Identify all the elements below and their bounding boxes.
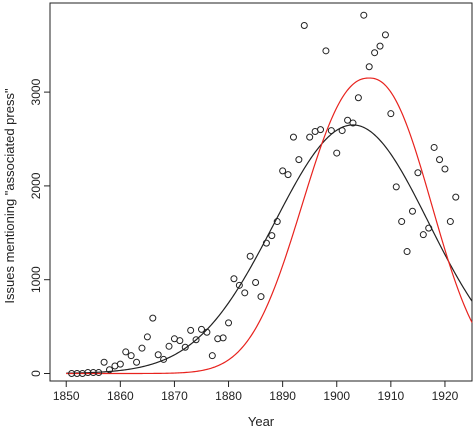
data-point bbox=[284, 171, 292, 179]
data-point bbox=[300, 22, 308, 30]
data-point bbox=[176, 337, 184, 345]
data-point bbox=[219, 334, 227, 342]
data-point bbox=[365, 63, 373, 71]
data-point bbox=[257, 293, 265, 301]
data-point bbox=[84, 369, 92, 377]
data-point bbox=[371, 49, 379, 57]
data-point bbox=[333, 149, 341, 157]
data-point bbox=[73, 369, 81, 377]
data-point bbox=[154, 351, 162, 359]
data-point bbox=[344, 116, 352, 124]
x-tick-label: 1910 bbox=[377, 389, 404, 403]
data-point bbox=[149, 314, 157, 322]
data-point bbox=[241, 289, 249, 297]
data-point bbox=[127, 352, 135, 360]
data-point bbox=[95, 369, 103, 377]
data-point bbox=[425, 224, 433, 232]
data-point bbox=[252, 279, 260, 287]
data-point bbox=[181, 343, 189, 351]
data-point bbox=[246, 252, 254, 260]
data-point bbox=[143, 333, 151, 341]
plot-area bbox=[66, 11, 473, 377]
data-point bbox=[436, 156, 444, 164]
data-point bbox=[419, 231, 427, 239]
y-tick-label: 0 bbox=[29, 370, 43, 377]
x-tick-label: 1880 bbox=[215, 389, 242, 403]
data-point bbox=[430, 143, 438, 151]
data-point bbox=[376, 42, 384, 50]
data-point bbox=[322, 47, 330, 55]
data-point bbox=[360, 11, 368, 19]
data-point bbox=[122, 348, 130, 356]
data-point bbox=[273, 218, 281, 226]
y-axis: 0 1000 2000 3000 bbox=[29, 78, 50, 377]
data-point bbox=[116, 360, 124, 368]
data-point bbox=[68, 369, 76, 377]
data-point bbox=[106, 366, 114, 374]
data-point bbox=[306, 133, 314, 141]
y-tick-label: 2000 bbox=[29, 172, 43, 199]
data-point bbox=[262, 239, 270, 247]
data-point bbox=[381, 31, 389, 39]
data-point bbox=[279, 167, 287, 175]
data-point bbox=[354, 94, 362, 102]
y-tick-label: 3000 bbox=[29, 78, 43, 105]
data-point bbox=[100, 358, 108, 366]
x-tick-label: 1850 bbox=[53, 389, 80, 403]
data-point bbox=[317, 126, 325, 134]
data-point bbox=[446, 218, 454, 226]
x-tick-label: 1900 bbox=[323, 389, 350, 403]
plot-frame bbox=[49, 2, 473, 382]
data-point bbox=[441, 165, 449, 173]
data-point bbox=[327, 127, 335, 135]
data-point bbox=[138, 344, 146, 352]
data-point bbox=[392, 183, 400, 191]
data-point bbox=[338, 127, 346, 135]
data-point bbox=[203, 328, 211, 336]
x-tick-label: 1920 bbox=[432, 389, 459, 403]
fit-curve-black bbox=[66, 124, 473, 374]
y-axis-title: Issues mentioning "associated press" bbox=[2, 88, 17, 304]
data-point bbox=[133, 358, 141, 366]
data-point bbox=[414, 169, 422, 177]
fit-curve-red bbox=[66, 77, 473, 375]
x-tick-label: 1870 bbox=[161, 389, 188, 403]
data-point bbox=[403, 248, 411, 256]
data-point bbox=[230, 275, 238, 283]
data-point bbox=[289, 133, 297, 141]
data-point bbox=[235, 281, 243, 289]
data-point bbox=[165, 342, 173, 350]
x-axis-title: Year bbox=[248, 414, 275, 429]
data-point bbox=[89, 369, 97, 377]
data-points bbox=[68, 11, 460, 377]
data-point bbox=[268, 232, 276, 240]
data-point bbox=[398, 218, 406, 226]
data-point bbox=[192, 336, 200, 344]
data-point bbox=[349, 119, 357, 127]
data-point bbox=[408, 207, 416, 215]
data-point bbox=[295, 156, 303, 164]
data-point bbox=[197, 325, 205, 333]
x-tick-label: 1860 bbox=[107, 389, 134, 403]
data-point bbox=[187, 326, 195, 334]
data-point bbox=[208, 352, 216, 360]
data-point bbox=[225, 319, 233, 327]
data-point bbox=[452, 193, 460, 201]
y-tick-label: 1000 bbox=[29, 266, 43, 293]
data-point bbox=[387, 110, 395, 118]
data-point bbox=[160, 355, 168, 363]
x-tick-label: 1890 bbox=[269, 389, 296, 403]
x-axis: 1850 1860 1870 1880 1890 1900 1910 1920 bbox=[53, 381, 459, 403]
